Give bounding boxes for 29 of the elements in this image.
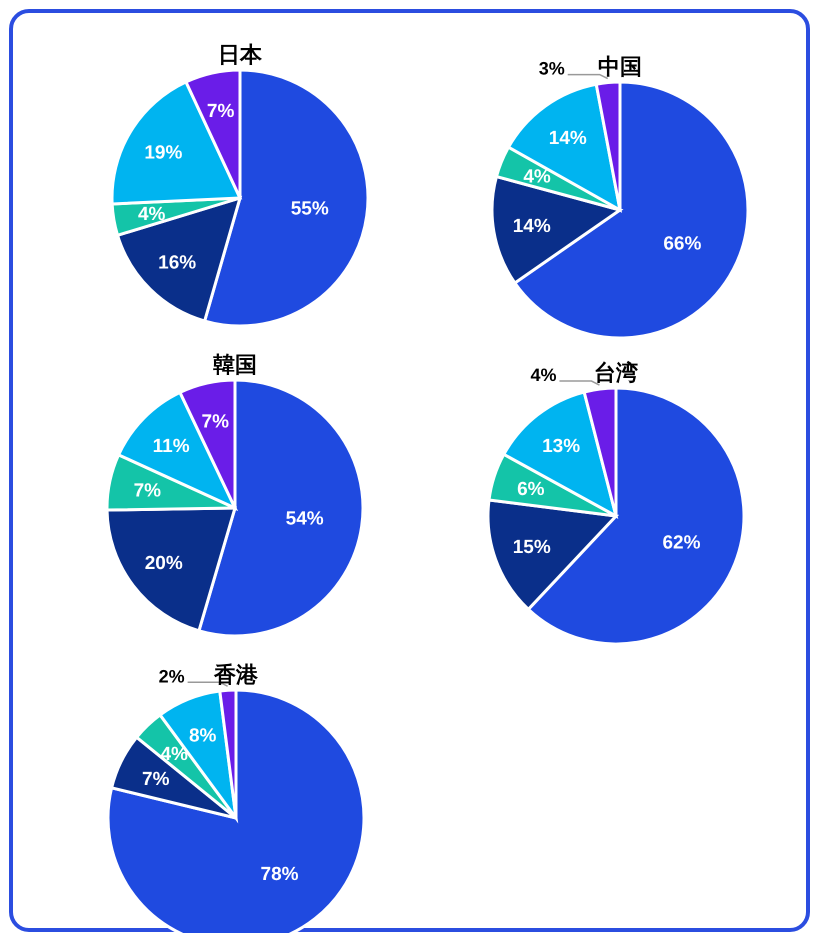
chart-title: 日本: [218, 43, 263, 68]
data-label: 14%: [512, 216, 551, 237]
data-label: 2%: [158, 666, 185, 686]
chart-title: 台湾: [594, 360, 638, 386]
data-label: 55%: [290, 198, 329, 220]
data-label: 4%: [523, 166, 551, 188]
chart-title: 中国: [598, 55, 642, 80]
data-label: 7%: [142, 768, 170, 790]
data-label: 7%: [202, 411, 230, 432]
data-label: 4%: [138, 204, 166, 225]
data-label: 4%: [530, 365, 556, 386]
data-label: 7%: [134, 480, 162, 502]
data-label: 78%: [260, 864, 299, 885]
data-label: 13%: [542, 436, 580, 457]
data-label: 19%: [144, 142, 182, 164]
data-label: 62%: [662, 532, 701, 554]
data-label: 7%: [206, 101, 234, 122]
chart-title: 香港: [213, 663, 259, 688]
data-label: 14%: [548, 128, 587, 149]
data-label: 54%: [286, 508, 324, 530]
data-label: 11%: [152, 436, 190, 457]
chart-title: 韓国: [213, 353, 257, 378]
data-label: 15%: [512, 537, 551, 558]
data-label: 16%: [158, 252, 196, 274]
data-label: 3%: [538, 58, 565, 79]
data-label: 8%: [188, 725, 217, 746]
data-label: 6%: [517, 478, 545, 500]
data-label: 20%: [144, 552, 183, 574]
data-label: 66%: [663, 233, 702, 254]
